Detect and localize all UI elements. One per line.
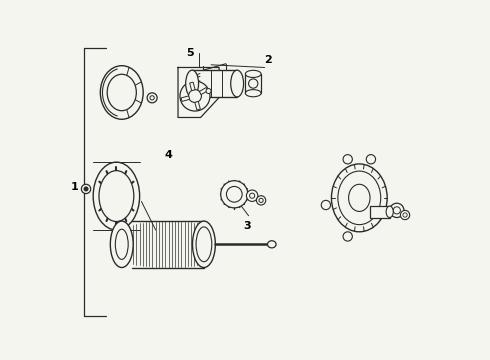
Circle shape bbox=[84, 187, 88, 191]
Circle shape bbox=[150, 96, 154, 100]
Circle shape bbox=[246, 190, 258, 202]
Ellipse shape bbox=[100, 66, 143, 119]
Circle shape bbox=[256, 196, 266, 205]
Ellipse shape bbox=[268, 241, 276, 248]
Text: 4: 4 bbox=[164, 150, 172, 160]
Bar bbox=[370, 206, 390, 217]
Circle shape bbox=[249, 193, 255, 198]
Circle shape bbox=[248, 79, 258, 88]
Bar bbox=[195, 102, 200, 110]
Text: 3: 3 bbox=[243, 221, 250, 231]
Circle shape bbox=[400, 210, 410, 220]
Ellipse shape bbox=[245, 70, 261, 77]
Ellipse shape bbox=[93, 162, 140, 230]
Circle shape bbox=[393, 207, 400, 214]
Circle shape bbox=[81, 184, 91, 194]
Ellipse shape bbox=[110, 221, 133, 267]
Circle shape bbox=[321, 201, 331, 210]
Circle shape bbox=[226, 186, 242, 202]
Circle shape bbox=[180, 81, 210, 111]
Bar bbox=[190, 82, 195, 91]
Bar bbox=[181, 96, 190, 102]
Circle shape bbox=[390, 203, 404, 217]
Ellipse shape bbox=[348, 184, 370, 211]
Ellipse shape bbox=[107, 74, 136, 111]
Bar bbox=[192, 70, 237, 97]
Circle shape bbox=[220, 181, 248, 208]
Bar bbox=[245, 74, 261, 93]
Ellipse shape bbox=[386, 206, 393, 217]
Circle shape bbox=[403, 213, 407, 217]
Circle shape bbox=[189, 90, 201, 103]
Circle shape bbox=[206, 89, 211, 94]
Text: 2: 2 bbox=[264, 55, 272, 65]
Text: 1: 1 bbox=[71, 182, 78, 192]
Ellipse shape bbox=[231, 70, 244, 97]
Circle shape bbox=[259, 198, 263, 202]
Ellipse shape bbox=[338, 171, 381, 225]
Ellipse shape bbox=[186, 70, 198, 97]
Ellipse shape bbox=[196, 227, 212, 262]
Circle shape bbox=[343, 232, 352, 241]
Ellipse shape bbox=[193, 221, 215, 267]
Text: 5: 5 bbox=[186, 48, 194, 58]
Ellipse shape bbox=[331, 164, 387, 232]
Ellipse shape bbox=[245, 90, 261, 97]
Circle shape bbox=[147, 93, 157, 103]
Ellipse shape bbox=[115, 229, 128, 260]
Ellipse shape bbox=[99, 171, 134, 221]
Bar bbox=[199, 87, 208, 95]
Circle shape bbox=[366, 154, 375, 164]
Circle shape bbox=[343, 154, 352, 164]
